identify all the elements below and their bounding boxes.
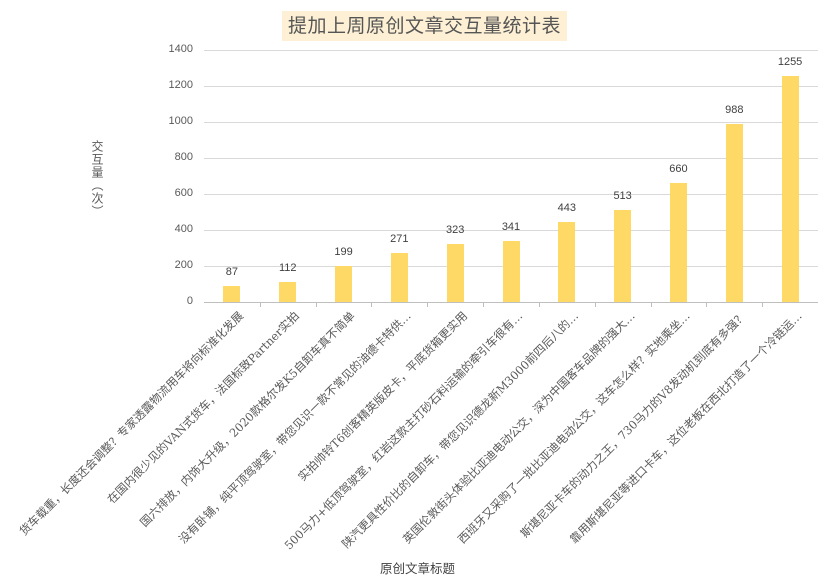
y-tick-label: 1200 <box>168 79 193 91</box>
y-tick-label: 200 <box>174 259 193 271</box>
gridline <box>204 194 818 195</box>
bar <box>390 253 408 302</box>
data-label: 513 <box>613 189 632 202</box>
x-tick-label: 在国内很少见的VAN式货车，法国标致Partner实拍 <box>104 308 303 507</box>
bar <box>223 286 241 302</box>
bar <box>669 183 687 302</box>
data-label: 443 <box>557 202 576 215</box>
data-label: 112 <box>278 261 297 274</box>
y-tick-label: 400 <box>174 223 193 235</box>
data-label: 1255 <box>777 56 803 69</box>
x-tick-mark <box>594 303 596 307</box>
bar <box>502 240 520 302</box>
bar <box>335 266 353 302</box>
gridline <box>204 122 818 123</box>
y-tick-label: 1000 <box>168 115 193 127</box>
data-label: 199 <box>334 246 353 259</box>
x-tick-mark <box>706 303 708 307</box>
bar <box>781 76 799 302</box>
data-label: 271 <box>390 233 409 246</box>
x-tick-mark <box>259 303 261 307</box>
x-tick-mark <box>315 303 317 307</box>
y-tick-label: 1400 <box>168 43 193 55</box>
bar <box>614 209 632 302</box>
y-tick-label: 0 <box>186 295 193 307</box>
x-tick-mark <box>650 303 652 307</box>
y-tick-label: 600 <box>174 187 193 199</box>
gridline <box>204 50 818 51</box>
x-tick-mark <box>371 303 373 307</box>
bar <box>279 281 297 302</box>
data-label: 323 <box>445 223 465 236</box>
x-tick-mark <box>483 303 485 307</box>
gridline <box>204 86 818 87</box>
x-axis-line <box>204 302 818 303</box>
gridline <box>204 158 818 159</box>
bar <box>558 222 576 302</box>
data-label: 988 <box>725 104 744 117</box>
x-tick-mark <box>427 303 429 307</box>
x-tick-mark <box>538 303 540 307</box>
x-axis-title: 原创文章标题 <box>380 561 456 576</box>
chart-title: 提加上周原创文章交互量统计表 <box>282 11 568 41</box>
data-label: 660 <box>669 163 688 176</box>
bar <box>446 243 464 302</box>
data-label: 87 <box>225 266 239 279</box>
y-axis-title: 交互量（次） <box>90 140 104 218</box>
gridline <box>204 230 818 231</box>
x-tick-mark <box>762 303 764 307</box>
bar <box>725 124 743 302</box>
data-label: 341 <box>501 220 521 233</box>
y-tick-label: 800 <box>174 151 193 163</box>
